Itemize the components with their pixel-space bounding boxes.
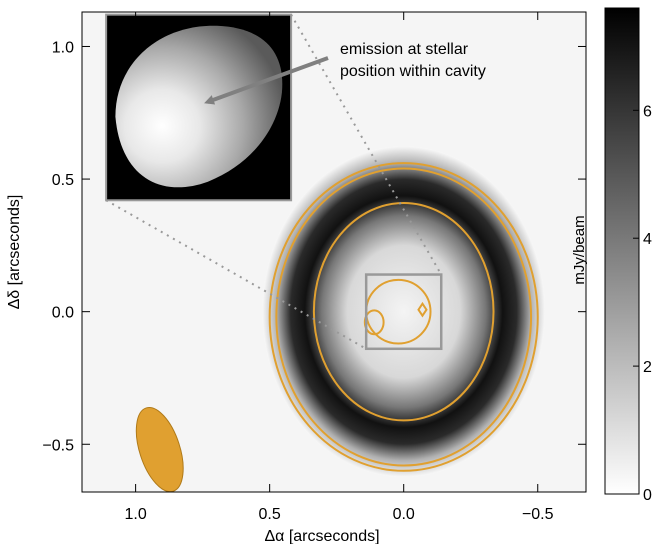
colorbar-tick-label: 6: [643, 103, 652, 120]
inset-leader-line-top: [290, 14, 443, 276]
x-tick-label: −0.5: [522, 506, 554, 523]
contour-inner-right: [417, 301, 428, 318]
y-tick-label: −0.5: [42, 437, 74, 454]
inset-central-emission: [115, 25, 283, 188]
y-axis-label: Δδ [arcseconds]: [6, 195, 23, 310]
colorbar: [604, 7, 640, 495]
plot-area: [105, 14, 545, 492]
y-tick-label: 0.0: [52, 305, 74, 322]
inset-leader-line-bottom: [105, 199, 367, 350]
y-tick-label: 0.5: [52, 172, 74, 189]
colorbar-label: mJy/beam: [571, 215, 588, 284]
annotation-text-line-2: position within cavity: [340, 63, 486, 80]
colorbar-tick-label: 4: [643, 231, 652, 248]
annotation-arrow: [204, 56, 329, 105]
contour-outer: [268, 162, 539, 472]
contour-second: [275, 167, 533, 467]
beam-ellipse: [135, 406, 184, 492]
contours: [268, 162, 539, 472]
ring-emission-image: [262, 146, 545, 478]
x-tick-label: 0.5: [259, 506, 281, 523]
contour-third: [312, 201, 495, 422]
annotation-text-line-1: emission at stellar: [340, 41, 469, 58]
y-axis-ticks: −0.5 0.0 0.5 1.0: [42, 39, 586, 454]
x-tick-label: 1.0: [124, 506, 146, 523]
x-axis-ticks: 1.0 0.5 0.0 −0.5: [124, 12, 554, 523]
plot-frame: [81, 11, 587, 493]
zoom-box: [364, 273, 443, 351]
x-tick-label: 0.0: [393, 506, 415, 523]
colorbar-ticks: 0 2 4 6: [633, 103, 652, 504]
colorbar-tick-label: 2: [643, 359, 652, 376]
y-tick-label: 1.0: [52, 39, 74, 56]
contour-inner-left: [363, 309, 385, 336]
x-axis-label: Δα [arcseconds]: [264, 528, 379, 544]
colorbar-tick-label: 0: [643, 487, 652, 504]
inset: [105, 13, 293, 202]
